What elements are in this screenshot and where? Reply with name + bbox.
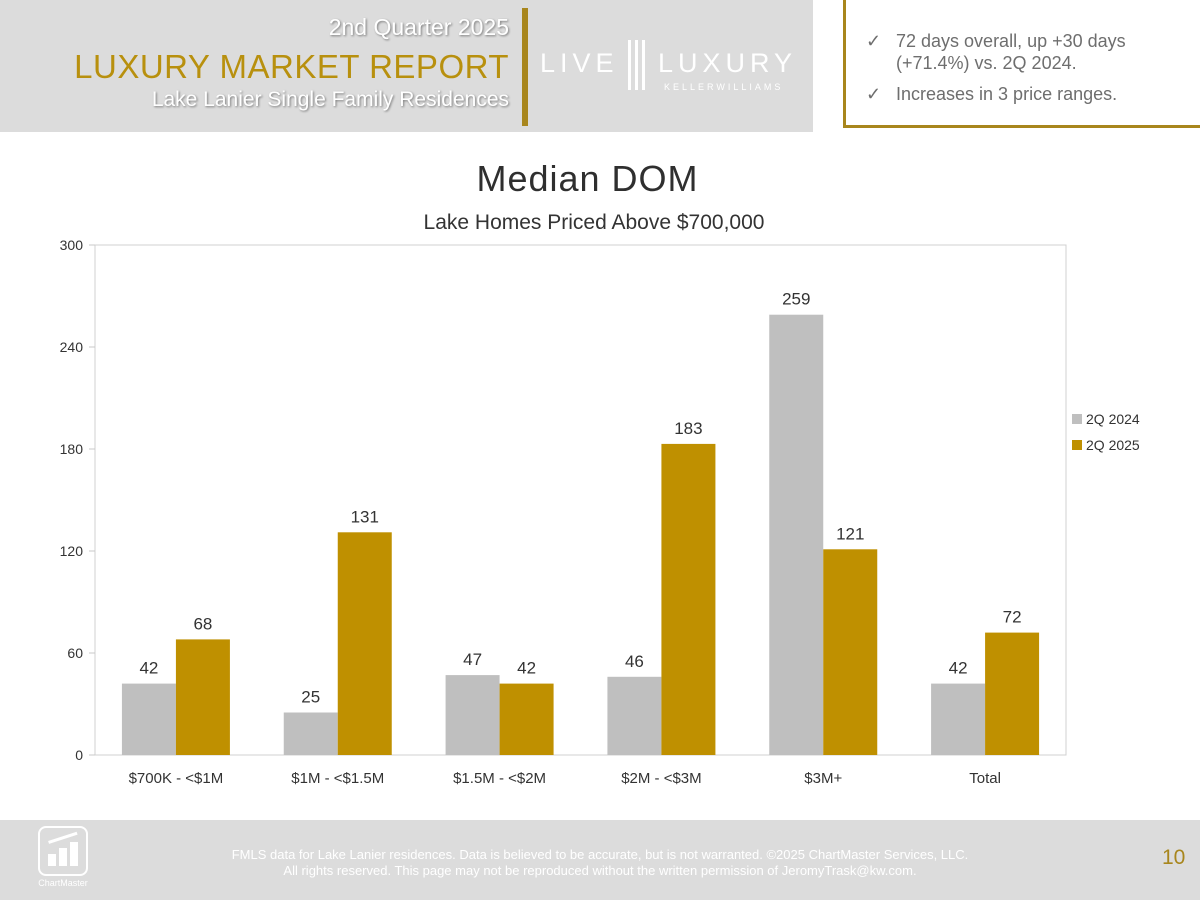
x-tick-label: $1.5M - <$2M — [453, 770, 546, 787]
y-tick-label: 120 — [60, 543, 84, 559]
data-label: 68 — [193, 614, 212, 633]
data-label: 46 — [625, 652, 644, 671]
highlights-box: ✓ 72 days overall, up +30 days (+71.4%) … — [843, 0, 1200, 128]
y-tick-label: 180 — [60, 441, 84, 457]
logo-bars-icon — [626, 40, 652, 90]
legend-label: 2Q 2025 — [1086, 437, 1140, 453]
logo-brand-text: KELLERWILLIAMS — [664, 82, 784, 92]
chart-title: Median DOM — [476, 158, 699, 199]
data-label: 183 — [674, 419, 702, 438]
bar — [121, 683, 176, 755]
live-luxury-logo: LIVE LUXURY KELLERWILLIAMS — [540, 38, 805, 98]
bar — [337, 532, 392, 755]
bar — [607, 676, 662, 755]
data-label: 72 — [1003, 608, 1022, 627]
bar — [823, 549, 878, 755]
checkmark-icon: ✓ — [866, 31, 882, 51]
y-tick-label: 300 — [60, 237, 84, 253]
chartmaster-logo-text: ChartMaster — [38, 878, 88, 888]
highlight-item: ✓ 72 days overall, up +30 days (+71.4%) … — [866, 30, 1186, 74]
highlights-list: ✓ 72 days overall, up +30 days (+71.4%) … — [866, 30, 1186, 114]
page-number: 10 — [1162, 846, 1186, 869]
bar — [499, 683, 554, 755]
footer-disclaimer: FMLS data for Lake Lanier residences. Da… — [150, 847, 1050, 879]
header-divider — [522, 8, 528, 126]
highlight-text: Increases in 3 price ranges. — [896, 84, 1118, 104]
x-tick-label: $2M - <$3M — [621, 770, 701, 787]
bar — [283, 712, 338, 755]
plot-area — [94, 244, 1067, 756]
chart-subtitle: Lake Homes Priced Above $700,000 — [423, 211, 765, 234]
logo-live-text: LIVE — [540, 48, 619, 78]
y-tick-label: 0 — [75, 747, 83, 763]
legend-swatch — [1072, 440, 1082, 450]
y-tick-label: 60 — [67, 645, 83, 661]
data-label: 25 — [301, 688, 320, 707]
highlight-item: ✓ Increases in 3 price ranges. — [866, 83, 1186, 105]
bar — [769, 314, 824, 755]
x-tick-label: $700K - <$1M — [129, 770, 224, 787]
x-tick-label: $1M - <$1.5M — [291, 770, 384, 787]
x-tick-label: Total — [969, 770, 1001, 787]
data-label: 42 — [949, 659, 968, 678]
data-label: 121 — [836, 524, 864, 543]
x-tick-label: $3M+ — [804, 770, 842, 787]
data-label: 47 — [463, 650, 482, 669]
report-quarter: 2nd Quarter 2025 — [328, 14, 509, 40]
chartmaster-logo-icon — [38, 826, 88, 876]
bar-chart: 0 60 120 180 240 300 42 68 $700K - <$1M 25 131 $1M … — [60, 237, 1140, 787]
data-label: 42 — [517, 659, 536, 678]
y-tick-label: 240 — [60, 339, 84, 355]
highlight-text: 72 days overall, up +30 days (+71.4%) vs… — [896, 31, 1126, 73]
data-label: 42 — [139, 659, 158, 678]
bar — [175, 639, 230, 755]
footer-line-2: All rights reserved. This page may not b… — [283, 863, 917, 878]
bar — [985, 632, 1040, 755]
footer-line-1: FMLS data for Lake Lanier residences. Da… — [231, 847, 969, 862]
report-subtitle: Lake Lanier Single Family Residences — [151, 88, 509, 111]
legend-label: 2Q 2024 — [1086, 411, 1140, 427]
logo-luxury-text: LUXURY — [658, 48, 798, 78]
header-band: 2nd Quarter 2025 LUXURY MARKET REPORT La… — [0, 0, 813, 132]
data-label: 259 — [782, 290, 810, 309]
bar — [661, 443, 716, 755]
checkmark-icon: ✓ — [866, 84, 882, 104]
footer: ChartMaster FMLS data for Lake Lanier re… — [0, 820, 1200, 900]
data-label: 131 — [351, 507, 379, 526]
report-title: LUXURY MARKET REPORT — [74, 48, 509, 85]
bar — [931, 683, 986, 755]
legend-swatch — [1072, 414, 1082, 424]
bar — [445, 675, 500, 755]
